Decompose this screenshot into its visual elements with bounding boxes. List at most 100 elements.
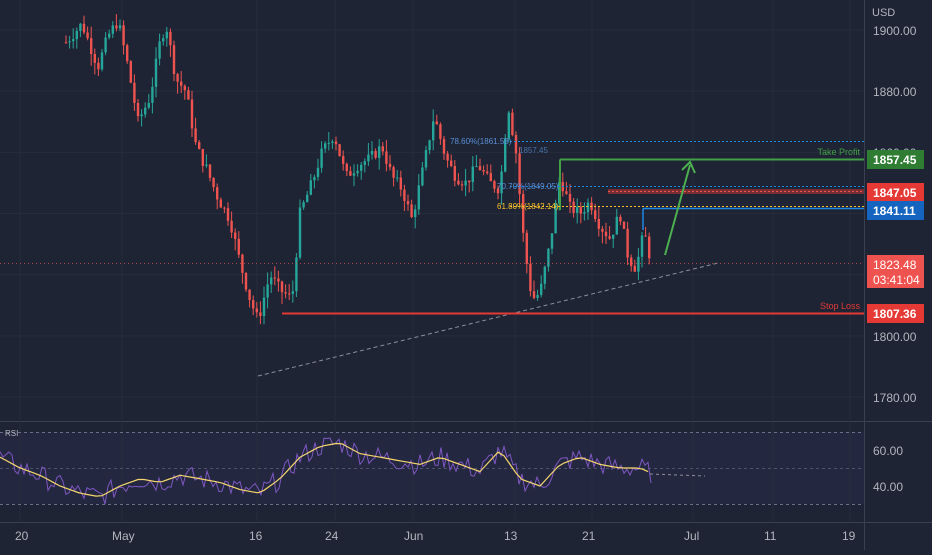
candle-body xyxy=(306,194,309,203)
candle-body xyxy=(118,25,122,29)
candle-body xyxy=(327,142,330,144)
candle-body xyxy=(360,164,363,171)
candle-body xyxy=(270,277,273,285)
candle-body xyxy=(172,45,176,74)
candle-body xyxy=(529,263,532,292)
candle-body xyxy=(370,150,374,155)
y-tick-1800: 1800.00 xyxy=(873,330,917,344)
candle-body xyxy=(500,171,503,194)
candle-body xyxy=(144,107,147,115)
candle-body xyxy=(295,257,298,292)
candle-body xyxy=(108,33,111,38)
candle-body xyxy=(252,300,255,309)
candle-body xyxy=(208,164,212,178)
badge-last-price: 1823.48 03:41:04 xyxy=(867,255,924,288)
candle-body xyxy=(482,169,485,172)
candle-body xyxy=(363,161,366,165)
x-tick-jun: Jun xyxy=(404,529,423,543)
candle-body xyxy=(298,207,302,258)
candle-body xyxy=(424,150,428,168)
candle-body xyxy=(241,254,244,273)
candle-body xyxy=(457,180,460,185)
candle-body xyxy=(450,160,453,167)
candle-body xyxy=(435,121,438,125)
x-tick-24: 24 xyxy=(325,529,339,543)
badge-stop-loss: 1807.36 xyxy=(867,304,924,323)
candle-body xyxy=(568,193,572,202)
candle-body xyxy=(514,135,518,154)
x-tick-20: 20 xyxy=(15,529,29,543)
candle-body xyxy=(378,146,381,158)
candle-body xyxy=(475,166,478,168)
candle-body xyxy=(446,153,449,161)
badge-take-profit-text: 1857.45 xyxy=(873,153,917,167)
candle-body xyxy=(525,232,528,264)
candle-body xyxy=(511,112,514,136)
candle-body xyxy=(302,202,305,208)
candle-body xyxy=(334,141,338,145)
candle-body xyxy=(162,38,165,42)
price-pane xyxy=(0,0,864,420)
candle-body xyxy=(280,281,284,293)
candle-body xyxy=(291,291,294,294)
candle-body xyxy=(219,199,222,208)
candle-body xyxy=(619,216,622,222)
candle-body xyxy=(428,140,431,151)
take-profit-label: Take Profit xyxy=(817,147,860,157)
candle-body xyxy=(216,187,219,200)
rsi-tick-40: 40.00 xyxy=(873,480,903,494)
candle-body xyxy=(644,235,647,237)
candle-body xyxy=(237,238,240,255)
candle-body xyxy=(608,236,611,239)
candle-body xyxy=(223,207,226,209)
candle-body xyxy=(190,99,194,129)
badge-resistance: 1847.05 xyxy=(867,183,924,202)
candle-body xyxy=(615,216,618,235)
candle-body xyxy=(151,86,154,103)
candle-body xyxy=(97,62,100,70)
candle-body xyxy=(399,177,402,190)
candle-body xyxy=(547,248,550,267)
candle-body xyxy=(248,289,251,301)
candles xyxy=(64,14,651,325)
candle-body xyxy=(489,173,492,182)
candle-body xyxy=(244,272,248,290)
candle-body xyxy=(367,154,370,162)
candle-body xyxy=(550,233,554,249)
candle-body xyxy=(230,220,233,233)
candle-body xyxy=(75,30,78,40)
candle-body xyxy=(385,151,388,164)
candle-body xyxy=(532,291,536,299)
candle-body xyxy=(338,144,341,157)
candle-body xyxy=(626,228,629,258)
candle-body xyxy=(493,181,496,189)
candle-body xyxy=(205,164,208,166)
x-tick-21: 21 xyxy=(582,529,596,543)
candle-body xyxy=(79,23,82,31)
x-tick-19: 19 xyxy=(842,529,856,543)
candle-body xyxy=(284,292,287,294)
candle-body xyxy=(288,293,291,295)
x-tick-11: 11 xyxy=(764,529,777,543)
badge-stop-loss-text: 1807.36 xyxy=(873,307,917,321)
candle-body xyxy=(414,209,417,218)
candle-body xyxy=(122,25,125,46)
rsi-ma-line xyxy=(0,442,649,497)
candle-body xyxy=(554,203,557,234)
y-tick-1900: 1900.00 xyxy=(873,24,917,38)
rsi-label: RSI xyxy=(5,429,18,438)
candle-body xyxy=(72,39,75,42)
candle-body xyxy=(169,31,172,46)
candle-body xyxy=(277,278,280,282)
candle-body xyxy=(633,265,636,272)
candle-body xyxy=(165,31,168,39)
candle-body xyxy=(410,204,413,218)
candle-body xyxy=(637,256,640,272)
candle-body xyxy=(64,42,68,44)
candle-body xyxy=(576,206,579,213)
candle-body xyxy=(324,143,327,149)
candle-body xyxy=(604,231,608,237)
candle-body xyxy=(86,32,89,39)
candle-body xyxy=(601,228,604,232)
